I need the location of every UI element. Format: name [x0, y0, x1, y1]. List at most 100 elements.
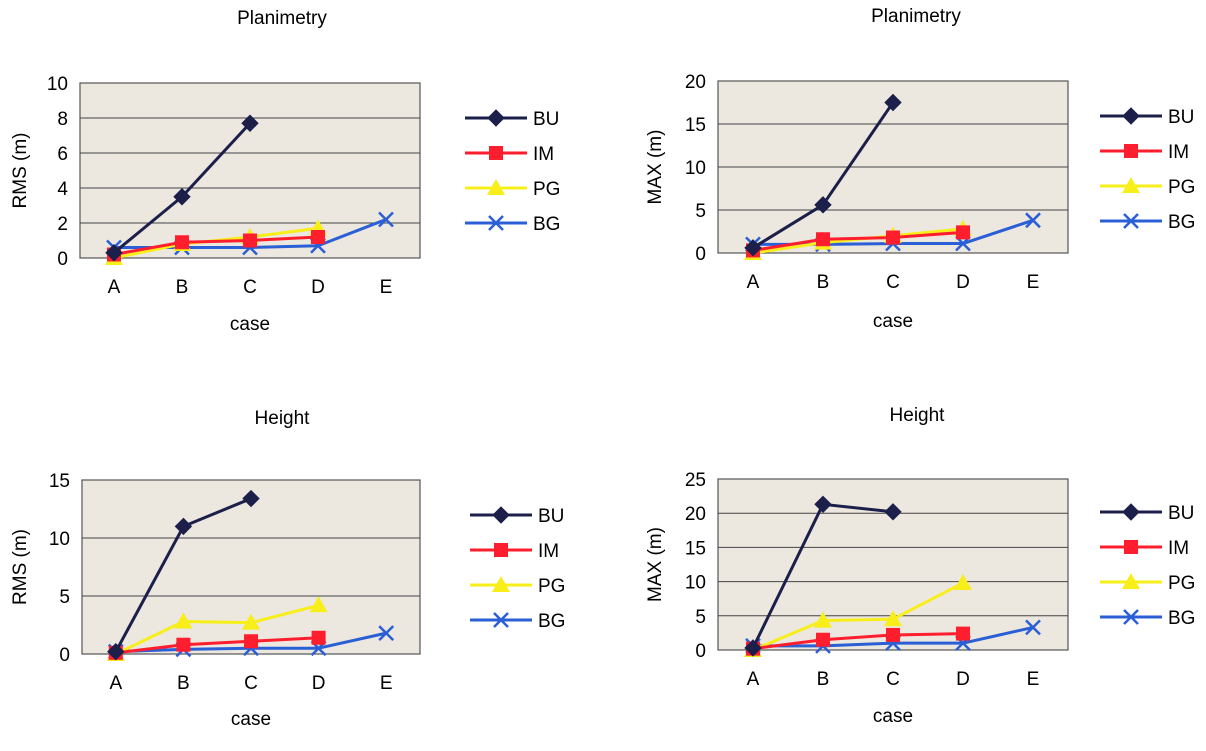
data-point-bu-marker — [814, 196, 832, 214]
data-point-im-marker — [956, 626, 970, 641]
y-tick-label: 5 — [59, 587, 70, 608]
legend-label: BU — [538, 506, 564, 527]
y-tick-label: 5 — [695, 201, 706, 222]
y-tick-label: 10 — [685, 573, 706, 594]
series-line-im — [115, 636, 319, 655]
series-im — [746, 626, 970, 656]
y-tick-label: 0 — [695, 244, 706, 265]
legend-item-bu: BU — [470, 506, 564, 527]
data-point-bu-marker — [105, 244, 123, 262]
legend-bg-marker — [1123, 213, 1139, 229]
y-tick-label: 20 — [685, 504, 706, 525]
legend: BU IM PG BG — [470, 506, 565, 632]
legend-bg-marker — [493, 612, 509, 628]
data-point-pg-marker — [884, 610, 902, 627]
legend-label: IM — [533, 144, 554, 165]
legend-item-pg: PG — [465, 179, 560, 200]
y-tick-label: 25 — [685, 470, 706, 491]
legend-label: BU — [1168, 107, 1194, 128]
y-tick-label: 2 — [57, 214, 68, 235]
data-point-bg-marker — [378, 211, 394, 228]
x-tick-label: B — [177, 673, 190, 694]
y-tick-label: 5 — [695, 607, 706, 628]
data-point-pg-marker — [174, 612, 193, 629]
legend-label: BG — [1168, 212, 1195, 233]
legend-item-bg: BG — [465, 214, 560, 235]
y-tick-label: 10 — [49, 529, 70, 550]
data-point-bu-marker — [884, 93, 902, 112]
legend-bg-marker — [1123, 609, 1139, 625]
data-point-bu-marker — [174, 517, 193, 536]
legend: BU IM PG BG — [1100, 503, 1195, 629]
legend-im-marker — [1124, 540, 1138, 554]
legend-label: BU — [533, 109, 559, 130]
legend-label: BG — [533, 214, 560, 235]
series-line-im — [752, 632, 964, 651]
x-tick-label: D — [312, 673, 326, 694]
y-tick-label: 10 — [47, 74, 68, 95]
legend: BU IM PG BG — [465, 109, 560, 235]
x-tick-label: E — [1027, 669, 1040, 690]
y-axis-label: RMS (m) — [10, 529, 31, 605]
x-axis-label: case — [231, 709, 271, 730]
chart-panel-2: 0 5 10 15 20 A B C D E Planimetry case MAX (m) BU IM PG… — [645, 6, 1195, 332]
legend-item-bg: BG — [1100, 212, 1195, 233]
x-tick-label: E — [1027, 272, 1040, 293]
data-point-im-marker — [816, 232, 830, 247]
series-line-im — [752, 230, 964, 252]
legend-pg-marker — [487, 179, 505, 195]
x-tick-label: A — [108, 277, 121, 298]
y-tick-label: 15 — [685, 538, 706, 559]
legend-label: BG — [1168, 608, 1195, 629]
series-line-pg — [115, 603, 319, 656]
chart-title: Height — [890, 405, 946, 426]
data-point-pg-marker — [242, 613, 260, 630]
x-tick-label: C — [886, 272, 900, 293]
legend-item-pg: PG — [470, 576, 565, 597]
y-tick-label: 0 — [59, 645, 70, 666]
series-bu — [744, 93, 902, 257]
series-bu — [744, 495, 902, 657]
legend-item-bg: BG — [470, 611, 565, 632]
data-point-im-marker — [176, 637, 191, 652]
legend-label: IM — [1168, 538, 1189, 559]
x-tick-label: C — [886, 669, 900, 690]
legend-item-pg: PG — [1100, 177, 1195, 198]
x-tick-label: B — [176, 277, 189, 298]
data-point-bg-marker — [378, 625, 395, 642]
y-tick-label: 15 — [685, 115, 706, 136]
legend-item-bu: BU — [1100, 503, 1194, 524]
x-axis-label: case — [230, 314, 270, 335]
y-tick-label: 15 — [49, 471, 70, 492]
data-point-im-marker — [311, 230, 325, 244]
x-tick-label: A — [747, 669, 760, 690]
data-point-pg-marker — [309, 596, 328, 613]
legend-item-bu: BU — [1100, 107, 1194, 128]
x-tick-label: D — [311, 277, 325, 298]
legend-pg-marker — [1122, 573, 1140, 589]
y-axis-label: MAX (m) — [645, 527, 666, 602]
legend-label: BG — [538, 611, 565, 632]
y-axis-label: RMS (m) — [10, 133, 31, 209]
legend: BU IM PG BG — [1100, 107, 1195, 233]
legend-item-bg: BG — [1100, 608, 1195, 629]
data-point-bu-marker — [814, 495, 832, 514]
data-point-bu-marker — [884, 503, 902, 521]
chart-title: Height — [255, 408, 311, 429]
x-tick-label: C — [243, 277, 257, 298]
legend-item-pg: PG — [1100, 573, 1195, 594]
series-line-im — [113, 235, 319, 256]
x-axis-label: case — [873, 706, 913, 727]
legend-bg-marker — [488, 215, 504, 231]
x-tick-label: B — [817, 669, 830, 690]
series-bu — [107, 489, 260, 661]
data-point-pg-marker — [954, 573, 972, 590]
legend-im-marker — [1124, 144, 1138, 158]
x-axis-label: case — [873, 311, 913, 332]
data-point-bu-marker — [744, 239, 762, 257]
y-axis-label: MAX (m) — [645, 130, 666, 205]
x-tick-label: D — [956, 272, 970, 293]
chart-title: Planimetry — [871, 6, 961, 27]
